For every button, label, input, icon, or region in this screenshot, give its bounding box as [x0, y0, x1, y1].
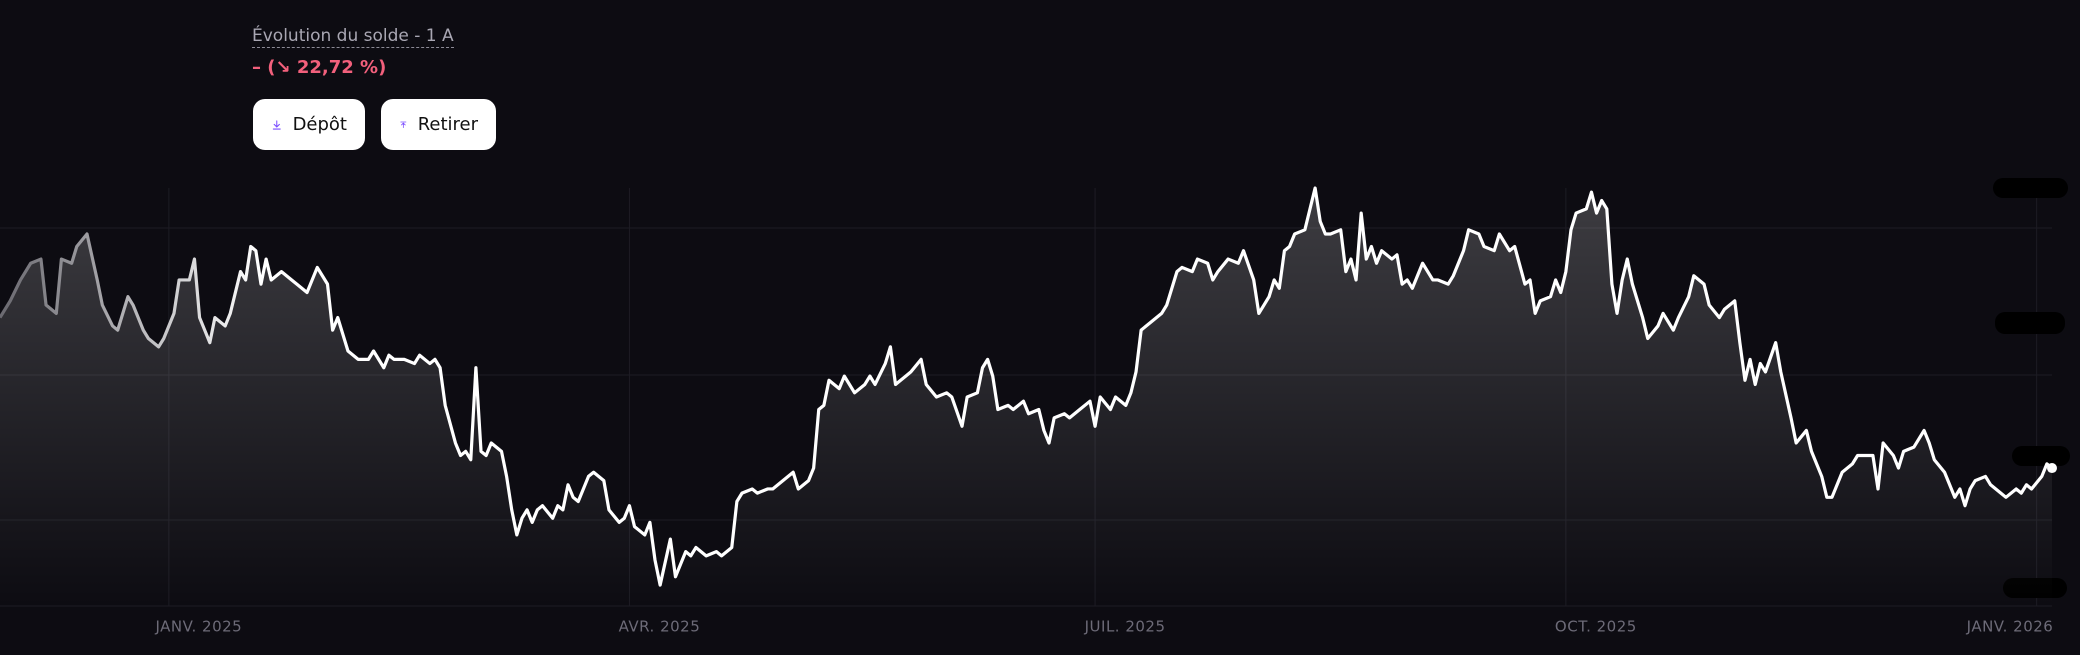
upload-icon [400, 121, 407, 128]
x-tick-label: JANV. 2026 [1966, 618, 2054, 636]
button-label: Dépôt [292, 114, 347, 135]
x-tick-label: JUIL. 2025 [1084, 618, 1166, 636]
end-point [2047, 463, 2057, 474]
redaction [1995, 312, 2065, 334]
deposit-button[interactable]: Dépôt [253, 99, 365, 150]
withdraw-button[interactable]: Retirer [381, 99, 496, 150]
x-tick-label: JANV. 2025 [155, 618, 243, 636]
area-fill [0, 188, 2052, 606]
redaction [2012, 446, 2070, 466]
redaction [1993, 178, 2068, 198]
chart-period-label[interactable]: Évolution du solde - 1 A [252, 26, 454, 48]
download-icon [272, 119, 281, 130]
balance-change: – (↘ 22,72 %) [252, 57, 387, 78]
x-tick-label: OCT. 2025 [1555, 618, 1637, 636]
button-label: Retirer [417, 114, 478, 135]
line [0, 186, 2054, 587]
x-tick-label: AVR. 2025 [619, 618, 701, 636]
